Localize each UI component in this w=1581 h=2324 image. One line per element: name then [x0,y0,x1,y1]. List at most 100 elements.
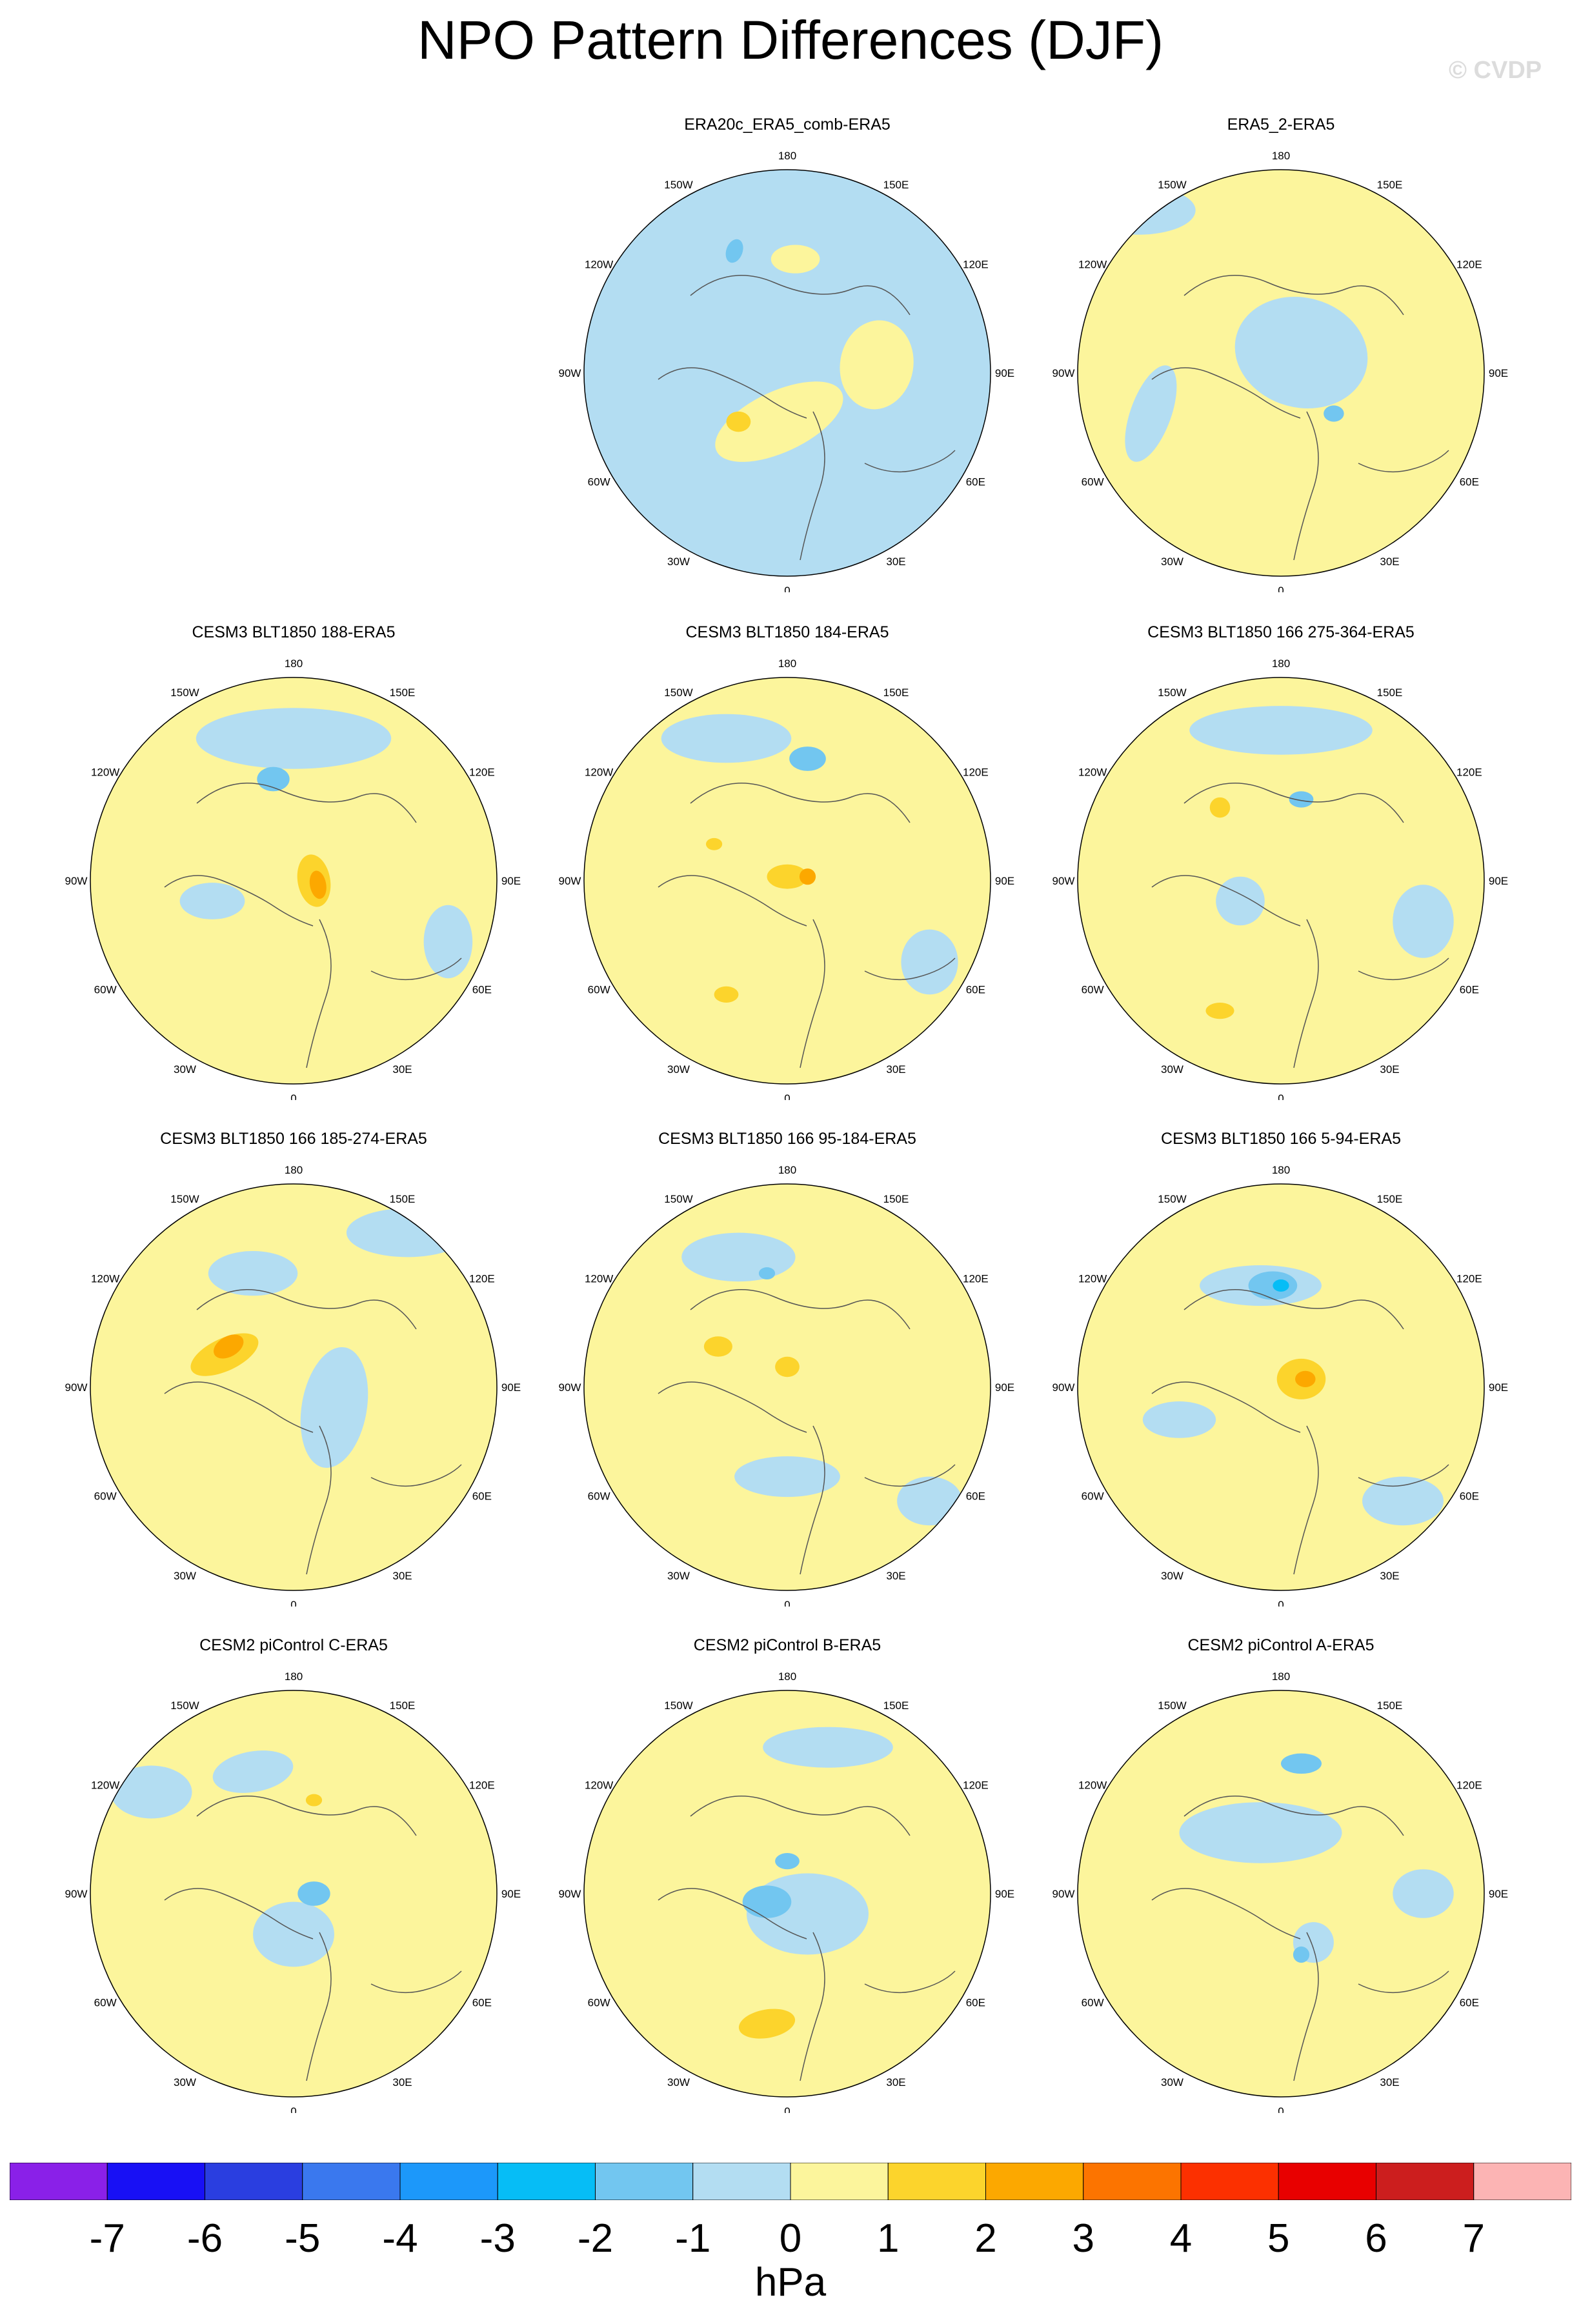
panel-title: CESM2 piControl C-ERA5 [199,1636,388,1654]
coastline [658,783,956,1068]
longitude-label: 180 [285,1670,303,1683]
longitude-label: 150E [1377,686,1403,699]
longitude-label: 0 [784,2105,790,2113]
coastline [1151,783,1449,1068]
colorbar-tick-label: -6 [186,2216,223,2261]
map-border [90,677,498,1085]
positive-anomaly [738,2008,796,2039]
longitude-label: 90W [559,875,581,887]
positive-anomaly [775,1356,800,1377]
longitude-label: 120W [91,766,119,779]
colorbar-tick-label: 4 [1169,2216,1193,2261]
negative-anomaly [758,1267,776,1280]
longitude-label: 120W [91,1273,119,1285]
longitude-label: 90E [501,1888,521,1900]
negative-anomaly [1142,1401,1216,1438]
colorbar-tick-label: -7 [89,2216,125,2261]
longitude-label: 150E [883,686,909,699]
longitude-label: 180 [1272,1164,1290,1176]
longitude-label: 120W [585,259,613,271]
longitude-label: 150E [883,179,909,191]
longitude-label: 150W [170,1193,199,1205]
negative-anomaly [681,1232,796,1282]
longitude-label: 0 [1278,585,1284,592]
longitude-label: 30W [667,2076,690,2089]
longitude-label: 180 [1272,1670,1290,1683]
negative-anomaly [897,1476,962,1526]
longitude-label: 60W [94,984,117,996]
longitude-label: 60W [1082,1997,1104,2009]
longitude-label: 30E [886,2076,905,2089]
map-panel: ERA20c_ERA5_comb-ERA5 180 150E 120E 90E 60E 30… [542,115,1032,592]
longitude-label: 30E [1380,1063,1399,1076]
map-border [90,1690,498,2098]
longitude-label: 0 [1278,1599,1284,1607]
longitude-label: 120E [1456,766,1482,779]
polar-map: 180 150E 120E 90E 60E 30E 0 30W 60W 90W 120W 150W [1052,657,1509,1100]
colorbar-tick-label: 5 [1267,2216,1290,2261]
colorbar-swatch [887,2163,986,2200]
longitude-label: 90W [1052,1888,1075,1900]
coastline [1151,1289,1449,1575]
panel-title: CESM3 BLT1850 184-ERA5 [685,623,889,641]
colorbar-tick-label: 1 [877,2216,900,2261]
longitude-label: 150W [664,1699,692,1712]
map-background [584,170,991,576]
negative-anomaly [212,1750,294,1793]
longitude-label: 150W [664,1193,692,1205]
longitude-label: 90W [559,1381,581,1394]
positive-anomaly [714,986,739,1003]
colorbar-swatch [1083,2163,1182,2200]
longitude-label: 90E [995,1888,1014,1900]
longitude-label: 60E [1460,984,1479,996]
negative-anomaly [1393,885,1454,958]
longitude-label: 120E [963,1779,989,1792]
colorbar-swatch [10,2163,108,2200]
longitude-label: 90E [501,1381,521,1394]
longitude-label: 60W [588,1997,610,2009]
panel-title: CESM2 piControl A-ERA5 [1187,1636,1375,1654]
colorbar-tick-label: -2 [577,2216,614,2261]
longitude-label: 180 [1272,150,1290,162]
longitude-label: 180 [285,1164,303,1176]
negative-anomaly [734,1456,840,1498]
negative-anomaly [1216,876,1265,926]
positive-anomaly [767,864,808,889]
map-panel: CESM3 BLT1850 166 185-274-ERA5 180 150E 120… [48,1129,539,1607]
longitude-label: 60E [472,984,492,996]
panel-title: CESM3 BLT1850 166 5-94-ERA5 [1161,1130,1401,1148]
longitude-label: 60E [1460,476,1479,488]
longitude-label: 180 [778,657,796,670]
longitude-label: 150E [390,1193,416,1205]
longitude-label: 30E [1380,556,1399,568]
longitude-label: 150E [1377,1699,1403,1712]
map-panel: CESM2 piControl B-ERA5 180 150E 120E 90E 60E 3… [542,1636,1032,2113]
map-border [583,677,991,1085]
map-background [90,1184,497,1590]
longitude-label: 30E [886,556,905,568]
longitude-label: 60W [94,1490,117,1503]
longitude-label: 120E [1456,1779,1482,1792]
credit-watermark: © CVDP [1449,57,1542,84]
longitude-label: 120W [1078,1779,1107,1792]
negative-anomaly [901,929,958,995]
longitude-label: 150E [883,1699,909,1712]
longitude-label: 150E [883,1193,909,1205]
longitude-label: 0 [290,1599,296,1607]
negative-anomaly [110,1765,192,1819]
longitude-label: 90W [65,1888,88,1900]
longitude-label: 120E [469,1273,495,1285]
polar-map: 180 150E 120E 90E 60E 30E 0 30W 60W 90W 120W 150W [559,1670,1015,2113]
colorbar-swatch [1278,2163,1376,2200]
positive-anomaly [726,411,751,432]
coastline [658,275,956,561]
longitude-label: 150W [664,686,692,699]
positive-anomaly [1209,797,1231,818]
longitude-label: 150W [170,1699,199,1712]
negative-anomaly [196,708,392,769]
longitude-label: 90E [1489,367,1508,379]
longitude-label: 150W [664,179,692,191]
longitude-label: 150E [390,1699,416,1712]
polar-map: 180 150E 120E 90E 60E 30E 0 30W 60W 90W 120W 150W [65,1670,521,2113]
longitude-label: 60W [94,1997,117,2009]
